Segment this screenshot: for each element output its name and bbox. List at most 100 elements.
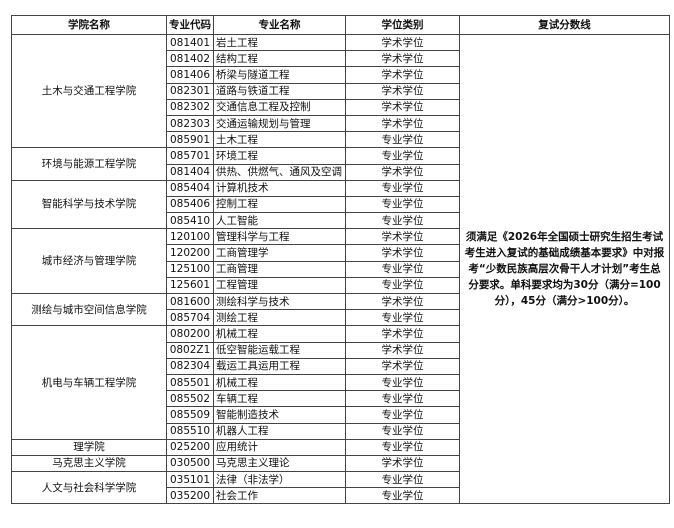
college-name: 理学院 [11,438,167,456]
degree-type: 学术学位 [345,66,460,84]
program-name: 马克思主义理论 [213,454,346,473]
program-code: 125601 [166,276,214,295]
program-code: 080200 [166,325,214,343]
program-name: 测绘科学与技术 [213,292,346,311]
program-code: 125100 [166,260,214,278]
degree-type: 专业学位 [345,212,460,230]
degree-type: 专业学位 [345,390,460,408]
program-code: 030500 [166,454,214,473]
table-row: 085502 车辆工程 专业学位 [12,390,670,408]
program-name: 交通运输规划与管理 [213,114,346,133]
degree-type: 专业学位 [345,179,460,197]
program-name: 岩土工程 [213,33,346,52]
degree-type: 学术学位 [345,50,460,68]
program-code: 085404 [166,179,214,197]
table-row: 085410 人工智能 专业学位 [12,212,670,230]
table-row: 马克思主义学院 030500 马克思主义理论 学术学位 [11,454,670,473]
table-row: 085901 土木工程 专业学位 [12,131,670,149]
table-row: 机电与车辆工程学院 080200 机械工程 学术学位 [11,325,670,440]
college-name: 环境与能源工程学院 [11,147,167,181]
program-code: 085502 [166,390,214,408]
header-code: 专业代码 [166,15,214,35]
degree-type: 学术学位 [345,228,460,246]
degree-type: 学术学位 [345,325,460,343]
program-code: 085901 [166,131,214,149]
program-code: 081404 [166,163,214,181]
college-name: 人文与社会科学学院 [11,471,167,505]
college-name: 机电与车辆工程学院 [11,325,167,440]
program-code: 035200 [166,487,214,505]
program-code: 085701 [166,147,214,165]
degree-type: 专业学位 [345,147,460,165]
program-name: 载运工具运用工程 [213,357,346,375]
table-row: 土木与交通工程学院 081401 岩土工程 学术学位 须满足《2026年全国硕士研究生招… [11,33,670,505]
table-row: 智能科学与技术学院 085404 计算机技术 专业学位 [11,179,670,230]
program-name: 低空智能运载工程 [213,341,346,359]
program-name: 法律（非法学） [213,471,346,489]
program-name: 机械工程 [213,325,346,343]
degree-type: 学术学位 [345,114,460,133]
table-row: 人文与社会科学学院 035101 法律（非法学） 专业学位 [11,471,670,505]
program-name: 社会工作 [213,487,346,505]
table-row: 085501 机械工程 专业学位 [12,373,670,392]
program-name: 智能制造技术 [213,406,346,424]
program-code: 085509 [166,406,214,424]
college-name: 土木与交通工程学院 [11,33,167,149]
program-code: 120100 [166,228,214,246]
table-row: 081406 桥梁与隧道工程 学术学位 [12,66,670,84]
program-code: 082301 [166,82,214,100]
program-name: 管理科学与工程 [213,228,346,246]
program-code: 120200 [166,244,214,262]
program-code: 082302 [166,98,214,116]
program-name: 人工智能 [213,212,346,230]
college-name: 测绘与城市空间信息学院 [11,292,167,327]
table-row: 035200 社会工作 专业学位 [12,487,670,505]
program-code: 081402 [166,50,214,68]
table-row: 082304 载运工具运用工程 学术学位 [12,357,670,375]
program-name: 计算机技术 [213,179,346,197]
program-code: 082304 [166,357,214,375]
degree-type: 学术学位 [345,244,460,262]
program-name: 结构工程 [213,50,346,68]
table-row: 085704 测绘工程 专业学位 [12,309,670,327]
score-table: 学院名称 专业代码 专业名称 学位类别 复试分数线 土木与交通工程学院 08140… [11,15,670,505]
degree-type: 学术学位 [345,33,460,52]
table-row: 125100 工商管理 专业学位 [12,260,670,278]
program-code: 082303 [166,114,214,133]
degree-type: 专业学位 [345,260,460,278]
program-name: 机械工程 [213,373,346,392]
program-code: 025200 [166,438,214,456]
table-row: 085509 智能制造技术 专业学位 [12,406,670,424]
program-name: 土木工程 [213,131,346,149]
program-code: 035101 [166,471,214,489]
program-code: 085406 [166,195,214,214]
degree-type: 专业学位 [345,471,460,489]
table-row: 082302 交通信息工程及控制 学术学位 [12,98,670,116]
program-code: 085704 [166,309,214,327]
program-code: 081600 [166,292,214,311]
header-row: 学院名称 专业代码 专业名称 学位类别 复试分数线 [11,15,670,35]
college-name: 智能科学与技术学院 [11,179,167,230]
program-code: 085501 [166,373,214,392]
degree-type: 专业学位 [345,438,460,456]
table-row: 测绘与城市空间信息学院 081600 测绘科学与技术 学术学位 [11,292,670,327]
program-name: 环境工程 [213,147,346,165]
program-name: 机器人工程 [213,422,346,440]
program-name: 道路与铁道工程 [213,82,346,100]
program-code: 081401 [166,33,214,52]
program-name: 控制工程 [213,195,346,214]
degree-type: 专业学位 [345,309,460,327]
program-name: 桥梁与隧道工程 [213,66,346,84]
degree-type: 专业学位 [345,276,460,295]
score-line-note: 须满足《2026年全国硕士研究生招生考试考生进入复试的基础成绩基本要求》中对报考… [459,33,670,505]
program-code: 0802Z1 [166,341,214,359]
program-name: 测绘工程 [213,309,346,327]
table-row: 082303 交通运输规划与管理 学术学位 [12,114,670,133]
program-code: 081406 [166,66,214,84]
college-name: 城市经济与管理学院 [11,228,167,294]
degree-type: 学术学位 [345,163,460,181]
program-name: 工商管理 [213,260,346,278]
table-body: 土木与交通工程学院 081401 岩土工程 学术学位 须满足《2026年全国硕士研究生招… [11,33,670,505]
program-name: 车辆工程 [213,390,346,408]
header-score-line: 复试分数线 [459,15,670,35]
